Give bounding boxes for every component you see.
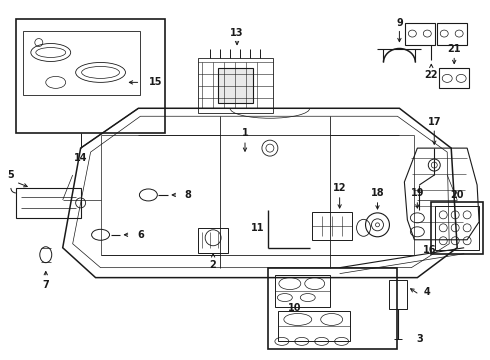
Text: 9: 9 [396,18,403,28]
Text: 17: 17 [427,117,441,127]
Bar [16,19,165,133]
Bar [405,23,435,45]
Text: 13: 13 [230,28,244,37]
Text: 15: 15 [148,77,162,87]
Bar [437,23,467,45]
Bar [435,206,479,250]
Text: 21: 21 [447,44,461,54]
Text: 5: 5 [7,170,14,180]
Text: 6: 6 [137,230,144,240]
Text: 20: 20 [450,190,464,200]
Bar [278,311,349,341]
Text: 2: 2 [210,260,217,270]
Bar [312,212,352,240]
Bar [439,68,469,88]
Text: 3: 3 [416,334,423,345]
Bar [390,280,407,310]
Text: 7: 7 [43,280,49,289]
Text: 16: 16 [422,245,436,255]
Bar [268,268,397,349]
Bar [198,228,228,253]
Text: 4: 4 [424,287,431,297]
Bar [198,58,273,113]
Text: 19: 19 [411,188,424,198]
Bar [218,68,253,103]
Text: 18: 18 [370,188,384,198]
Text: 8: 8 [185,190,192,200]
Bar [431,202,483,254]
Text: 11: 11 [251,223,265,233]
Text: 22: 22 [424,71,438,80]
Text: 14: 14 [74,153,87,163]
Bar [275,275,330,306]
Text: 1: 1 [242,128,248,138]
Text: 12: 12 [333,183,346,193]
Text: 10: 10 [288,302,301,312]
